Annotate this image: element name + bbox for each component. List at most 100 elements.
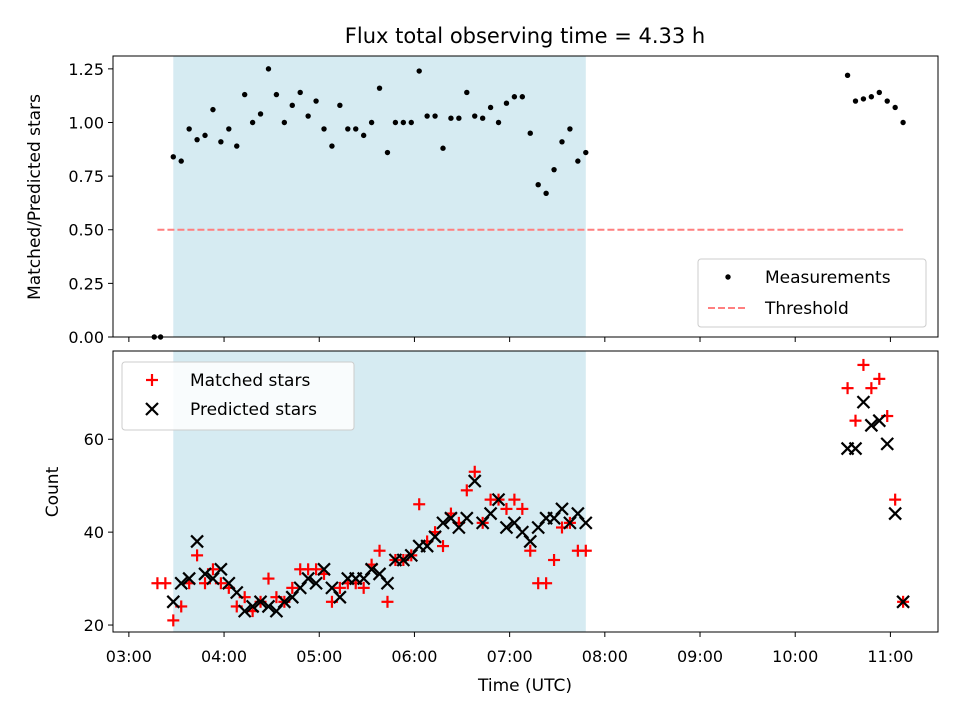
predicted-star-point [301,571,315,586]
bottom-y-ticks: 20 40 60 [84,430,113,635]
measurement-point [408,119,414,126]
x-tick-label: 11:00 [867,647,913,666]
measurement-point [226,126,232,132]
top-y-tick-label: 0.75 [68,167,104,186]
predicted-star-point [579,516,593,530]
predicted-star-point [436,516,450,530]
measurement-point [313,98,319,104]
x-axis-label: Time (UTC) [477,676,572,696]
measurement-point [424,113,430,119]
measurement-point [456,115,462,121]
bottom-y-tick-label: 60 [84,430,104,449]
matched-star-point [873,372,886,385]
top-legend: Measurements Threshold [697,258,927,328]
matched-star-point [540,577,553,590]
predicted-star-point [237,604,252,618]
measurement-point [392,119,399,126]
matched-star-point [333,581,346,594]
top-y-tick-label: 0.00 [68,328,104,347]
top-y-tick-label: 0.50 [68,221,104,240]
measurement-point [416,68,422,74]
predicted-star-point [555,502,569,516]
measurement-point [551,166,557,173]
measurement-point [305,113,311,119]
predicted-star-point [396,553,411,567]
predicted-star-point [888,506,902,521]
measurement-point [273,91,280,98]
predicted-star-point [467,474,482,488]
predicted-star-point [174,576,188,591]
predicted-star-point [856,395,871,409]
predicted-star-point [483,506,498,521]
measurement-point [329,143,335,149]
top-y-tick-label: 1.00 [68,113,104,132]
bottom-x-ticks: 03:00 04:00 05:00 06:00 07:00 08:00 09:00 10:00… [106,632,913,666]
measurement-point [186,126,192,132]
bottom-y-axis-label: Count [43,466,63,517]
matched-star-point [310,563,323,576]
predicted-star-point [380,576,395,591]
matched-star-point [524,544,537,557]
matched-star-point [889,493,902,506]
predicted-star-point [253,595,268,609]
measurement-point [281,119,288,126]
matched-star-point [357,581,370,594]
measurement-point [234,143,240,149]
legend-predicted-label: Predicted stars [190,400,317,420]
predicted-star-point [182,571,196,586]
predicted-star-point [190,534,204,549]
legend-threshold-label: Threshold [764,299,849,319]
predicted-star-point [523,534,538,549]
predicted-star-point [245,599,260,614]
predicted-star-point [333,590,347,604]
matched-star-point [508,493,521,506]
predicted-star-point [214,562,228,577]
measurement-point [210,106,216,113]
bottom-y-tick-label: 20 [84,616,104,635]
measurement-point [472,113,478,119]
measurement-point [448,115,454,121]
predicted-star-point [880,437,895,451]
measurement-point [345,126,351,132]
legend-measurements-label: Measurements [765,268,891,288]
top-y-tick-label: 0.25 [68,274,104,293]
measurement-point [519,94,526,100]
measurement-point [535,182,541,188]
measurement-point [440,145,446,151]
measurement-point [844,72,851,79]
predicted-star-point [261,599,276,614]
top-y-ticks: 0.00 0.25 0.50 0.75 1.00 1.25 [68,60,113,347]
matched-star-point [159,577,172,590]
predicted-star-point [229,585,244,600]
matched-legend-marker [146,374,158,386]
top-y-tick-label: 1.25 [68,60,104,79]
measurement-point [860,96,867,102]
predicted-star-point [166,595,181,609]
matched-star-point [262,572,275,585]
measurement-point [900,119,906,126]
measurement-point [170,154,176,160]
legend-matched-label: Matched stars [190,371,310,391]
matched-star-point [373,544,386,557]
measurement-point [400,119,407,126]
predicted-star-point [499,520,514,535]
measurement-point [503,100,510,106]
matched-star-point [579,544,592,557]
x-tick-label: 06:00 [391,647,437,666]
matched-star-point [857,358,870,371]
measurement-point [868,94,875,100]
measurement-point [297,89,303,96]
matched-star-point [500,502,513,515]
measurement-point [892,104,898,111]
matched-star-point [865,382,878,395]
predicted-star-point [491,492,506,507]
measurement-point [289,102,295,109]
predicted-legend-marker [145,402,159,416]
matched-star-point [468,465,481,478]
x-tick-label: 04:00 [201,647,247,666]
measurement-point [368,119,375,126]
measurement-point [575,158,581,164]
measurement-point [495,119,502,126]
x-tick-label: 08:00 [582,647,628,666]
measurement-point [218,139,224,145]
